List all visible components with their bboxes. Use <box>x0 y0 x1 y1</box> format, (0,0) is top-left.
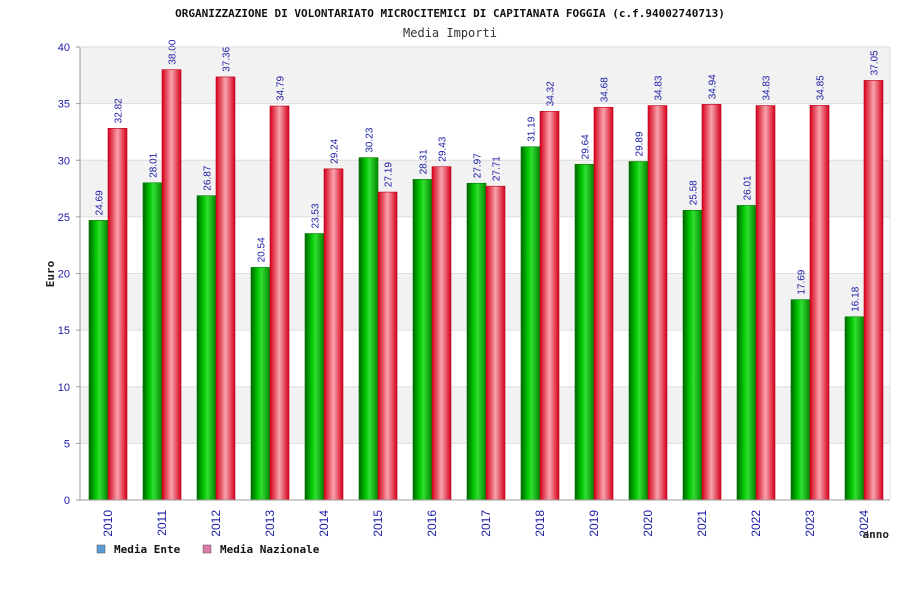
bar-media-nazionale-2010 <box>107 128 128 501</box>
bar-media-nazionale-2017 <box>485 185 506 501</box>
data-label: 37.05 <box>870 50 881 75</box>
data-label: 34.83 <box>762 75 773 100</box>
x-tick-label: 2022 <box>749 510 763 537</box>
data-label: 27.71 <box>492 156 503 181</box>
bar-media-ente-2014 <box>304 233 325 501</box>
y-tick-label: 40 <box>58 42 70 54</box>
bar-media-nazionale-2018 <box>539 111 560 501</box>
y-tick-label: 25 <box>58 212 70 224</box>
bar-media-nazionale-2023 <box>809 105 830 501</box>
data-label: 28.31 <box>419 149 430 174</box>
data-label: 20.54 <box>257 237 268 262</box>
bar-media-nazionale-2020 <box>647 105 668 501</box>
x-tick-label: 2010 <box>101 510 115 537</box>
data-label: 29.89 <box>635 131 646 156</box>
bar-media-ente-2013 <box>250 267 271 501</box>
bar-media-ente-2017 <box>466 182 487 501</box>
bar-media-nazionale-2011 <box>161 69 182 501</box>
bar-media-nazionale-2013 <box>269 105 290 501</box>
data-label: 32.82 <box>114 98 125 123</box>
y-axis-label: Euro <box>44 260 57 287</box>
chart-subtitle: Media Importi <box>403 26 497 40</box>
data-label: 27.19 <box>384 162 395 187</box>
bar-media-ente-2018 <box>520 146 541 501</box>
data-label: 34.94 <box>708 74 719 99</box>
legend-label-media-ente: Media Ente <box>114 543 181 556</box>
bar-media-nazionale-2024 <box>863 80 884 501</box>
bar-media-ente-2015 <box>358 157 379 501</box>
bar-media-nazionale-2022 <box>755 105 776 501</box>
bar-media-ente-2016 <box>412 179 433 501</box>
bar-media-ente-2020 <box>628 161 649 501</box>
y-tick-label: 15 <box>58 325 70 337</box>
data-label: 29.24 <box>330 138 341 163</box>
x-tick-label: 2013 <box>263 510 277 537</box>
data-label: 26.87 <box>203 165 214 190</box>
bar-media-ente-2010 <box>88 220 109 501</box>
x-tick-label: 2018 <box>533 510 547 537</box>
data-label: 29.64 <box>581 134 592 159</box>
data-label: 16.18 <box>851 286 862 311</box>
data-label: 28.01 <box>149 152 160 177</box>
x-tick-label: 2011 <box>155 510 169 536</box>
data-label: 27.97 <box>473 153 484 178</box>
x-tick-label: 2012 <box>209 510 223 537</box>
data-labels: 24.69 32.82 28.01 38.00 26.87 37.36 20.54 34.79… <box>95 39 881 312</box>
bar-media-nazionale-2015 <box>377 191 398 501</box>
bar-media-ente-2019 <box>574 164 595 501</box>
bar-media-ente-2022 <box>736 205 757 501</box>
legend: Media Ente Media Nazionale <box>96 543 320 556</box>
bar-media-nazionale-2016 <box>431 166 452 501</box>
x-axis-label: anno <box>863 528 890 541</box>
legend-label-media-nazionale: Media Nazionale <box>220 543 320 556</box>
bar-media-ente-2021 <box>682 210 703 501</box>
x-tick-label: 2015 <box>371 510 385 537</box>
data-label: 34.83 <box>654 75 665 100</box>
data-label: 34.68 <box>600 77 611 102</box>
y-tick-label: 20 <box>58 269 70 281</box>
x-tick-label: 2023 <box>803 510 817 537</box>
y-tick-label: 35 <box>58 99 70 111</box>
legend-swatch-media-nazionale <box>202 544 212 554</box>
data-label: 31.19 <box>527 116 538 141</box>
bar-media-nazionale-2012 <box>215 76 236 501</box>
data-label: 29.43 <box>438 136 449 161</box>
grid-band <box>80 47 890 104</box>
legend-swatch-media-ente <box>96 544 106 554</box>
x-tick-label: 2014 <box>317 510 331 537</box>
y-tick-label: 0 <box>64 495 70 507</box>
data-label: 34.85 <box>816 75 827 100</box>
data-label: 37.36 <box>222 46 233 71</box>
data-label: 25.58 <box>689 180 700 205</box>
y-tick-label: 5 <box>64 438 70 450</box>
data-label: 34.32 <box>546 81 557 106</box>
bar-media-nazionale-2021 <box>701 104 722 501</box>
bars <box>88 69 884 501</box>
data-label: 23.53 <box>311 203 322 228</box>
data-label: 38.00 <box>168 39 179 64</box>
bar-media-ente-2024 <box>844 316 865 501</box>
x-tick-label: 2020 <box>641 510 655 537</box>
bar-media-ente-2011 <box>142 182 163 501</box>
bar-media-nazionale-2014 <box>323 168 344 501</box>
data-label: 24.69 <box>95 190 106 215</box>
bar-media-nazionale-2019 <box>593 106 614 501</box>
bar-media-ente-2012 <box>196 195 217 501</box>
x-tick-label: 2016 <box>425 510 439 537</box>
axes: 0 5 10 15 20 25 30 35 40 2010 2011 2012 2013 2014 2015… <box>58 42 891 537</box>
data-label: 34.79 <box>276 76 287 101</box>
x-tick-label: 2019 <box>587 510 601 537</box>
data-label: 17.69 <box>797 269 808 294</box>
x-tick-label: 2021 <box>695 510 709 537</box>
chart-title: ORGANIZZAZIONE DI VOLONTARIATO MICROCITE… <box>175 7 725 20</box>
x-tick-label: 2017 <box>479 510 493 537</box>
data-label: 30.23 <box>365 127 376 152</box>
grid-band <box>80 103 890 161</box>
x-tick-label: 2024 <box>857 510 871 537</box>
data-label: 26.01 <box>743 175 754 200</box>
y-tick-label: 10 <box>58 382 70 394</box>
bar-media-ente-2023 <box>790 299 811 501</box>
y-tick-label: 30 <box>58 155 70 167</box>
